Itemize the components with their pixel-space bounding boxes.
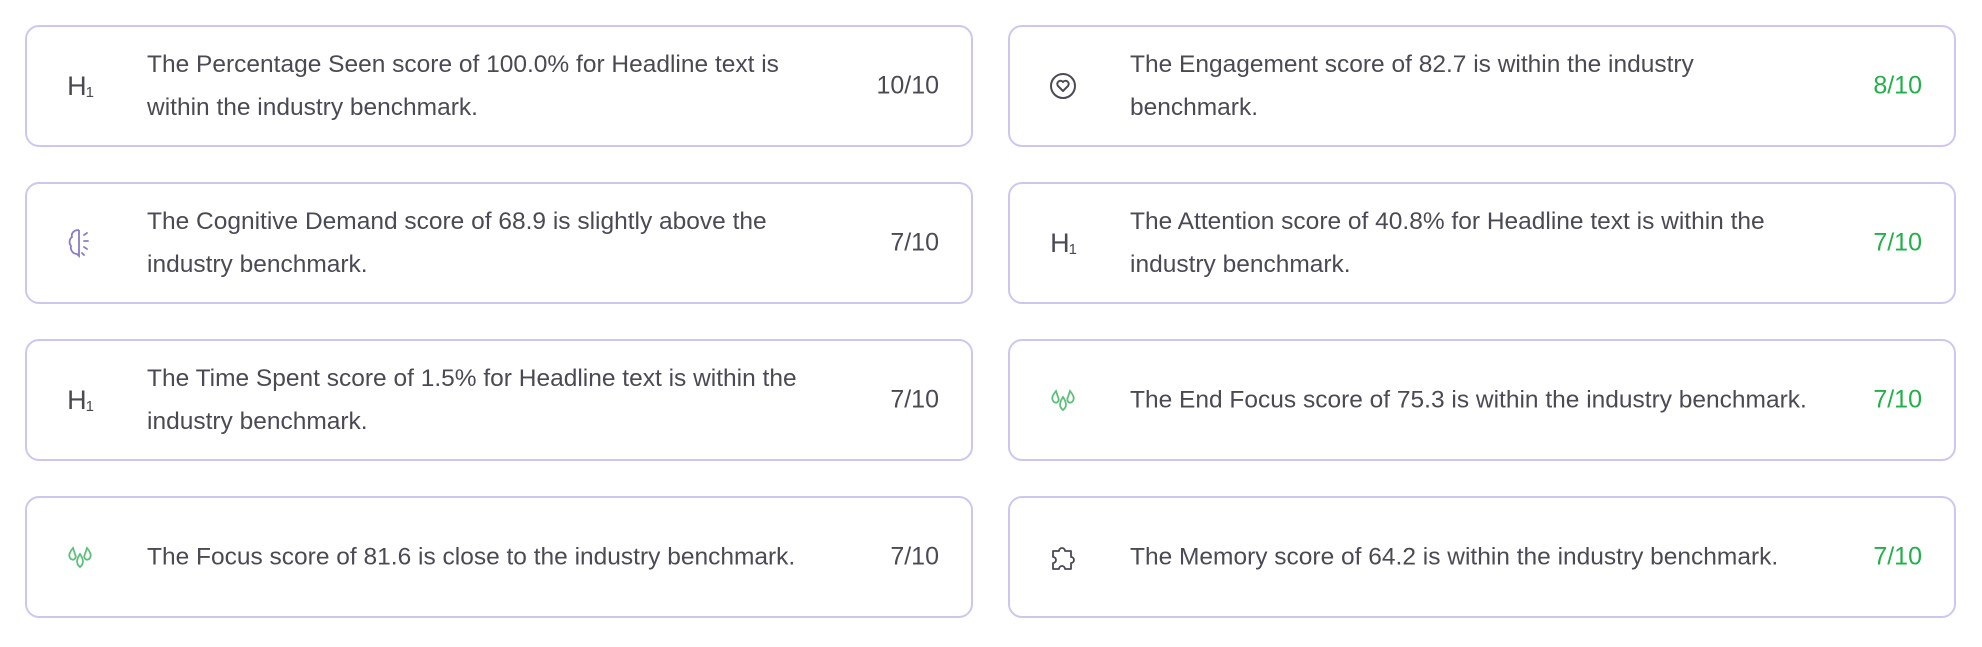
insight-text: The Percentage Seen score of 100.0% for …	[147, 51, 779, 121]
insight-card[interactable]: The Memory score of 64.2 is within the i…	[1008, 496, 1956, 618]
score-value: 10/10	[876, 71, 939, 100]
heading-h1-icon: H1	[1050, 227, 1077, 258]
insight-card[interactable]: H1 The Percentage Seen score of 100.0% fo…	[25, 25, 973, 147]
insight-card[interactable]: H1 The Time Spent score of 1.5% for Headl…	[25, 339, 973, 461]
brain-icon	[63, 226, 97, 260]
insight-text: The Cognitive Demand score of 68.9 is sl…	[147, 208, 767, 278]
score-value: 8/10	[1873, 71, 1922, 100]
heading-h1-icon: H1	[67, 70, 94, 101]
insight-text: The Attention score of 40.8% for Headlin…	[1130, 208, 1765, 278]
score-value: 7/10	[1873, 228, 1922, 257]
insight-card[interactable]: The Engagement score of 82.7 is within t…	[1008, 25, 1956, 147]
score-value: 7/10	[890, 228, 939, 257]
insight-text: The Time Spent score of 1.5% for Headlin…	[147, 365, 797, 435]
insight-text: The Engagement score of 82.7 is within t…	[1130, 51, 1694, 121]
heart-circle-icon	[1046, 69, 1080, 103]
insight-text: The Memory score of 64.2 is within the i…	[1130, 543, 1779, 571]
score-value: 7/10	[890, 542, 939, 571]
insight-card[interactable]: The Focus score of 81.6 is close to the …	[25, 496, 973, 618]
focus-drops-icon	[1046, 383, 1080, 417]
insight-text: The Focus score of 81.6 is close to the …	[147, 543, 796, 571]
focus-drops-icon	[63, 540, 97, 574]
insight-card[interactable]: The End Focus score of 75.3 is within th…	[1008, 339, 1956, 461]
insight-text: The End Focus score of 75.3 is within th…	[1130, 386, 1807, 414]
score-value: 7/10	[1873, 542, 1922, 571]
insight-card[interactable]: The Cognitive Demand score of 68.9 is sl…	[25, 182, 973, 304]
score-value: 7/10	[1873, 385, 1922, 414]
heading-h1-icon: H1	[67, 384, 94, 415]
insight-card[interactable]: H1 The Attention score of 40.8% for Headl…	[1008, 182, 1956, 304]
puzzle-icon	[1046, 540, 1080, 574]
score-value: 7/10	[890, 385, 939, 414]
